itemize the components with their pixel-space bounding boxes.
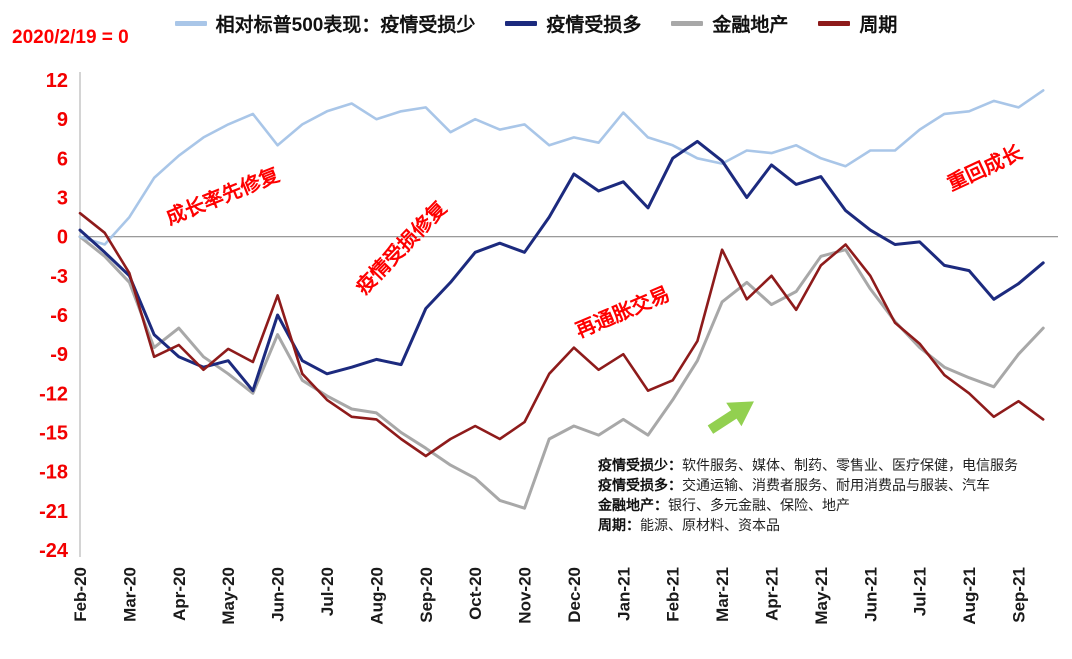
legend-item-financials: 金融地产 <box>671 10 788 37</box>
footnote-less-hurt: 疫情受损少：软件服务、媒体、制药、零售业、医疗保健，电信服务 <box>598 455 1018 475</box>
x-tick-label: Jun-21 <box>861 567 880 622</box>
x-tick-label: Sep-21 <box>1010 567 1029 623</box>
y-tick-label: -24 <box>39 540 69 562</box>
series-cyclicals <box>78 211 1045 458</box>
series-more-hurt-by-pandemic <box>78 139 1045 393</box>
footnote-text: 软件服务、媒体、制药、零售业、医疗保健，电信服务 <box>682 457 1018 473</box>
legend-swatch <box>818 21 851 26</box>
y-tick-label: 3 <box>57 188 68 210</box>
x-tick-label: Dec-20 <box>565 567 584 623</box>
x-tick-label: May-20 <box>219 567 238 625</box>
y-tick-label: -3 <box>50 266 68 288</box>
footnote-label: 金融地产： <box>598 497 668 513</box>
legend-swatch <box>505 21 538 26</box>
x-tick-label: Feb-20 <box>71 567 90 622</box>
x-tick-label: Oct-20 <box>466 567 485 620</box>
footnote-label: 疫情受损多： <box>598 477 682 493</box>
legend-label: 疫情受损多 <box>546 15 642 36</box>
legend-label: 周期 <box>859 15 898 36</box>
green-arrow-icon <box>707 401 754 434</box>
x-tick-label: Jan-21 <box>614 567 633 621</box>
footnote-text: 能源、原材料、资本品 <box>640 517 780 533</box>
footnote-text: 交通运输、消费者服务、耐用消费品与服装、汽车 <box>682 477 990 493</box>
legend-item-more-hurt: 疫情受损多 <box>505 10 641 37</box>
legend-label: 相对标普500表现：疫情受损少 <box>215 15 476 36</box>
x-tick-label: Sep-20 <box>417 567 436 623</box>
series-financials-realestate <box>78 235 1045 510</box>
y-tick-label: -15 <box>39 423 68 445</box>
x-tick-label: Mar-21 <box>713 567 732 622</box>
y-tick-label: -9 <box>50 344 68 366</box>
x-tick-label: Mar-20 <box>120 567 139 622</box>
x-tick-label: Aug-20 <box>367 567 386 625</box>
x-tick-label: Feb-21 <box>664 567 683 622</box>
legend-swatch <box>174 21 207 26</box>
x-tick-label: May-21 <box>812 567 831 625</box>
baseline-note: 2020/2/19 = 0 <box>12 27 129 48</box>
footnote-label: 疫情受损少： <box>598 457 682 473</box>
legend-item-less-hurt: 相对标普500表现：疫情受损少 <box>174 10 476 37</box>
y-tick-label: -6 <box>50 305 68 327</box>
legend-label: 金融地产 <box>712 15 789 36</box>
y-tick-label: -18 <box>39 462 68 484</box>
green-arrow-shape <box>707 401 754 434</box>
y-tick-label: -21 <box>39 501 68 523</box>
footnote-more-hurt: 疫情受损多：交通运输、消费者服务、耐用消费品与服装、汽车 <box>598 475 1018 495</box>
series-less-hurt-by-pandemic <box>78 89 1045 246</box>
legend-swatch <box>671 21 704 26</box>
legend: 相对标普500表现：疫情受损少 疫情受损多 金融地产 周期 <box>0 10 1072 37</box>
x-tick-label: Aug-21 <box>960 567 979 625</box>
x-tick-label: Jun-20 <box>269 567 288 622</box>
y-tick-label: 6 <box>57 148 68 170</box>
x-tick-label: Nov-20 <box>516 567 535 624</box>
sector-definitions: 疫情受损少：软件服务、媒体、制药、零售业、医疗保健，电信服务 疫情受损多：交通运… <box>598 455 1018 535</box>
legend-item-cyclicals: 周期 <box>818 10 897 37</box>
footnote-financials: 金融地产：银行、多元金融、保险、地产 <box>598 495 1018 515</box>
x-tick-label: Apr-20 <box>170 567 189 621</box>
y-tick-label: -12 <box>39 383 68 405</box>
footnote-cyclicals: 周期：能源、原材料、资本品 <box>598 515 1018 535</box>
y-tick-label: 9 <box>57 109 68 131</box>
y-tick-label: 0 <box>57 227 68 249</box>
x-tick-label: Apr-21 <box>763 567 782 621</box>
footnote-text: 银行、多元金融、保险、地产 <box>668 497 850 513</box>
y-tick-label: 12 <box>46 70 68 92</box>
x-tick-label: Jul-20 <box>318 567 337 616</box>
footnote-label: 周期： <box>598 517 640 533</box>
x-tick-label: Jul-21 <box>911 567 930 616</box>
